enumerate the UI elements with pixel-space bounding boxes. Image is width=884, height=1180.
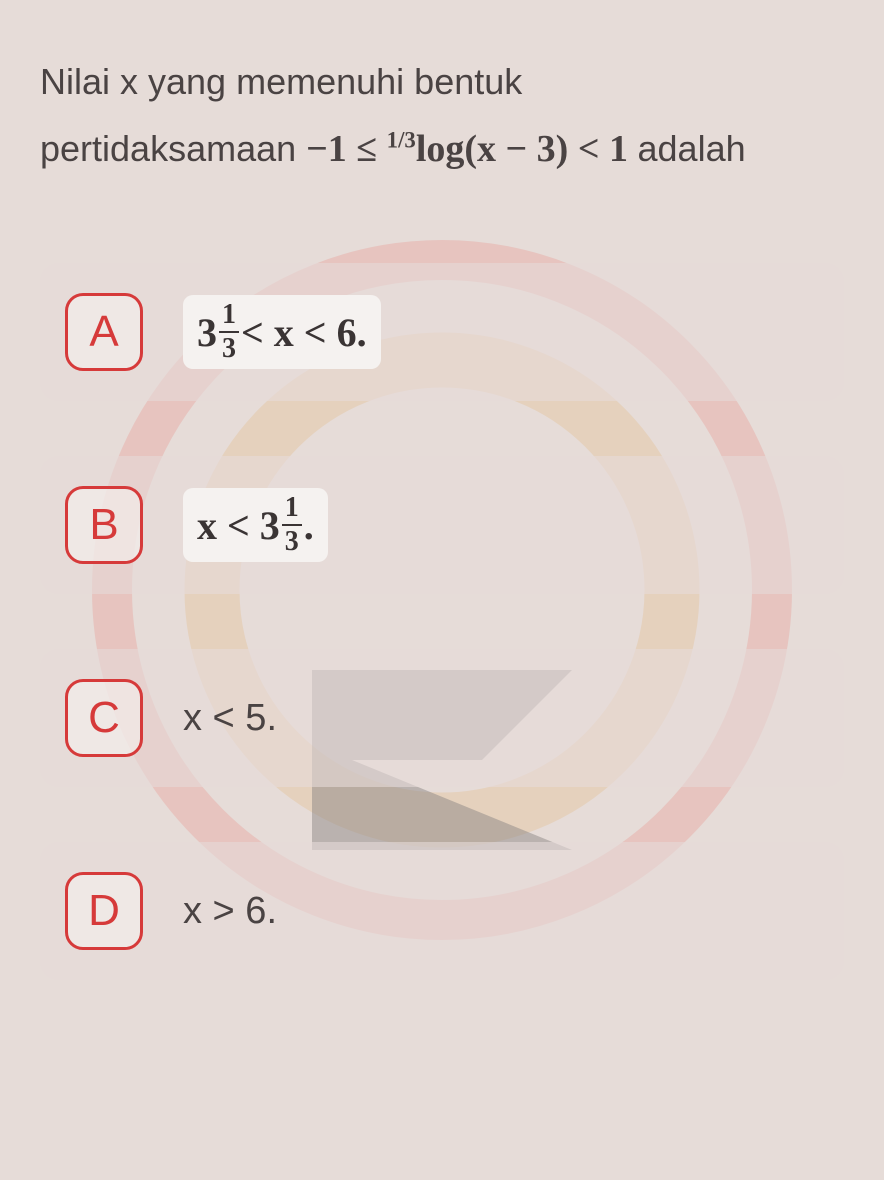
option-a-math: 3 1 3 < x < 6. bbox=[197, 301, 367, 363]
option-c-text: x < 5. bbox=[183, 697, 277, 740]
option-letter: C bbox=[65, 679, 143, 757]
option-b-math: x < 3 1 3 . bbox=[197, 494, 314, 556]
options-list: A 3 1 3 < x < 6. B x < 3 1 bbox=[40, 263, 844, 980]
option-a[interactable]: A 3 1 3 < x < 6. bbox=[40, 263, 844, 401]
option-letter: D bbox=[65, 872, 143, 950]
option-letter: A bbox=[65, 293, 143, 371]
option-letter: B bbox=[65, 486, 143, 564]
question-line1: Nilai x yang memenuhi bentuk bbox=[40, 61, 522, 102]
question-line2-after: adalah bbox=[638, 128, 746, 169]
fraction: 1 3 bbox=[282, 494, 302, 556]
question-inequality: −1 ≤ 1/3log(x − 3) < 1 bbox=[306, 128, 637, 170]
option-c[interactable]: C x < 5. bbox=[40, 649, 844, 787]
option-b[interactable]: B x < 3 1 3 . bbox=[40, 456, 844, 594]
fraction: 1 3 bbox=[219, 301, 239, 363]
quiz-content: Nilai x yang memenuhi bentuk pertidaksam… bbox=[0, 0, 884, 1020]
option-a-pill: 3 1 3 < x < 6. bbox=[183, 295, 381, 369]
option-d[interactable]: D x > 6. bbox=[40, 842, 844, 980]
option-b-pill: x < 3 1 3 . bbox=[183, 488, 328, 562]
question-text: Nilai x yang memenuhi bentuk pertidaksam… bbox=[40, 50, 844, 183]
option-d-text: x > 6. bbox=[183, 890, 277, 933]
question-line2-before: pertidaksamaan bbox=[40, 128, 306, 169]
